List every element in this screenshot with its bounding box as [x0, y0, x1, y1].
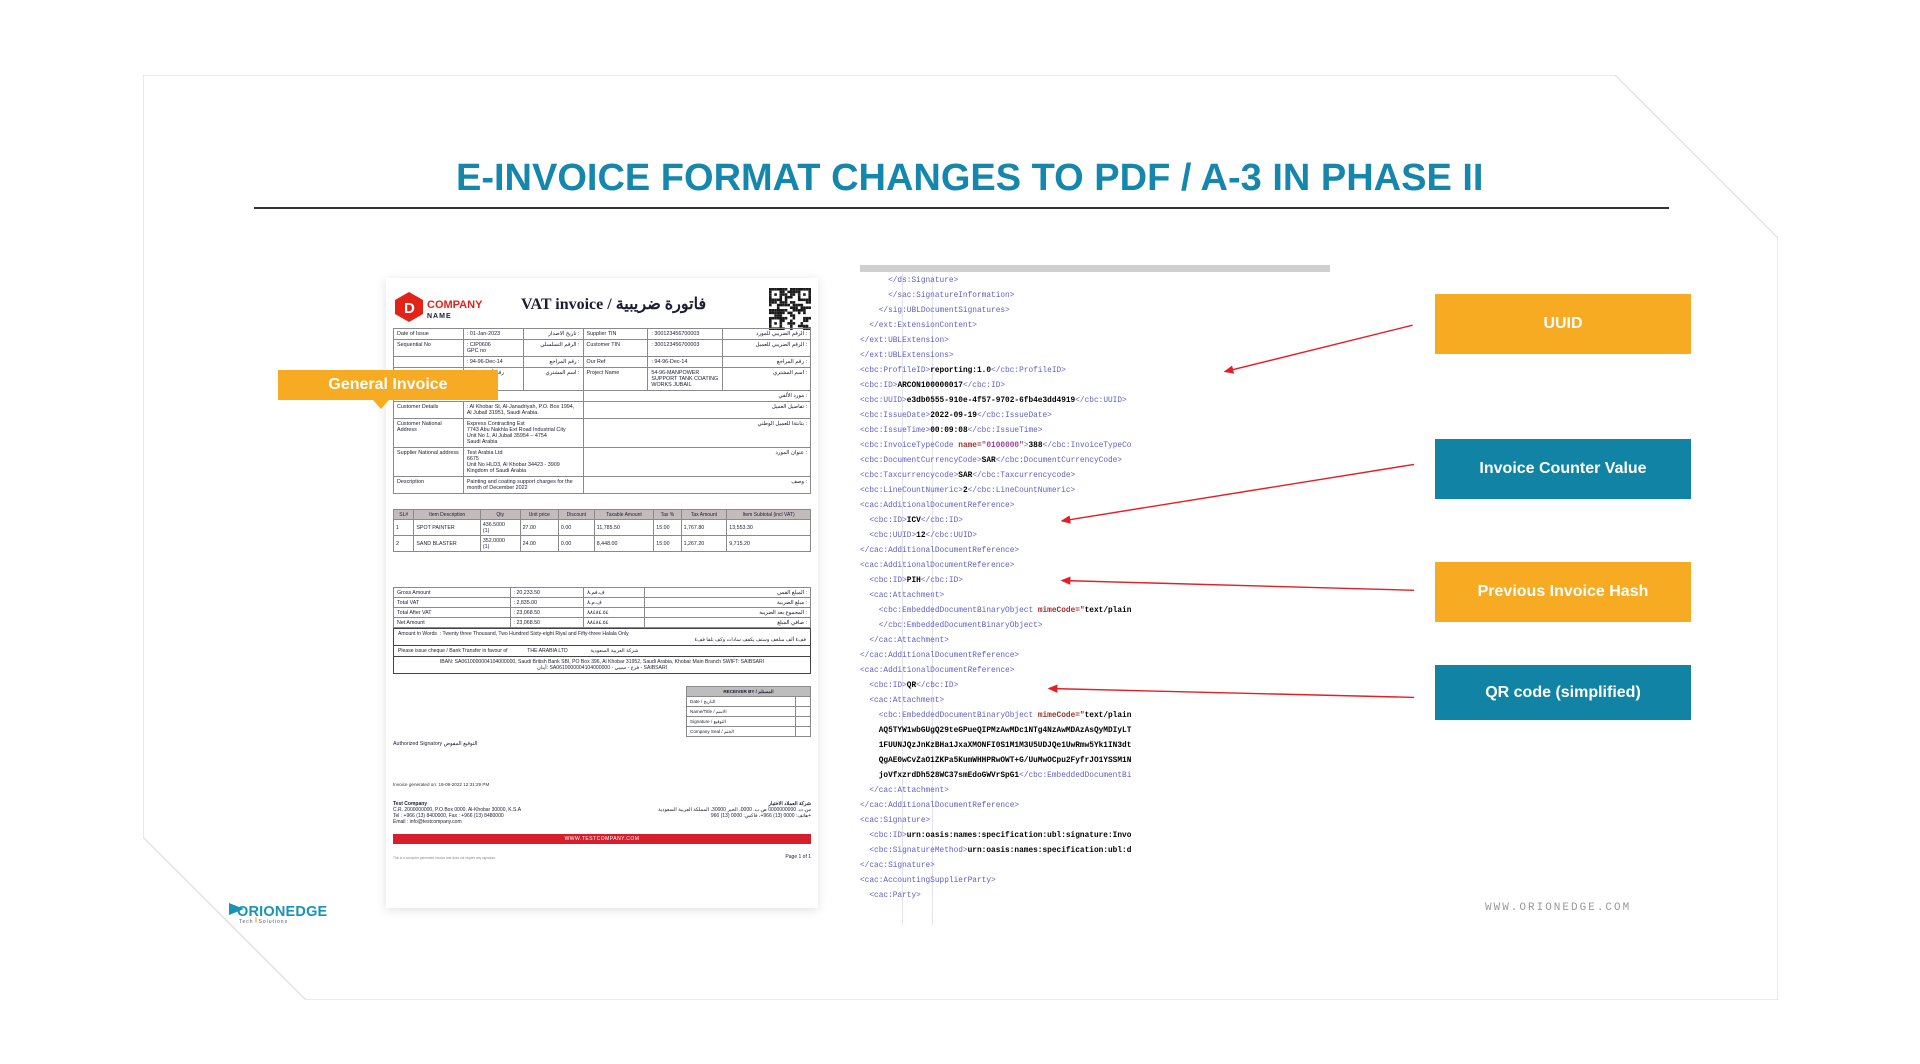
svg-text:Tech: Tech — [239, 919, 254, 924]
svg-text:ORIONEDGE: ORIONEDGE — [237, 904, 328, 920]
svg-text:Solutions: Solutions — [259, 919, 289, 924]
